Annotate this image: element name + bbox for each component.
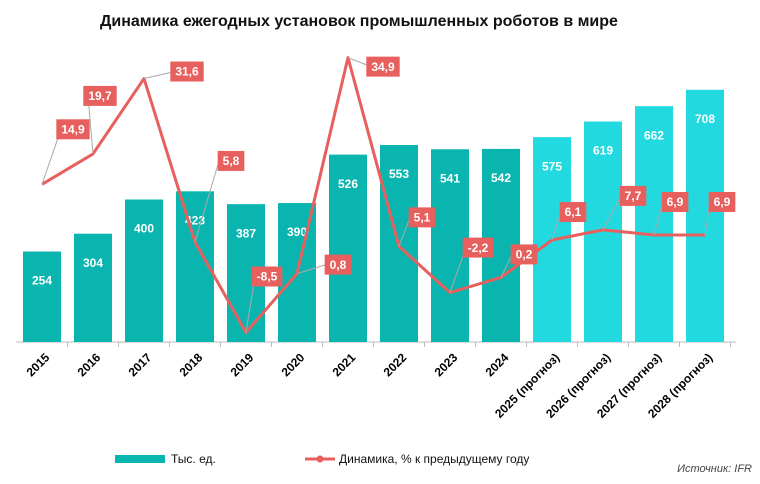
label-box <box>83 85 117 106</box>
label-box <box>366 56 400 77</box>
leader-line <box>194 160 220 243</box>
x-tick-label: 2020 <box>279 350 308 379</box>
x-tick-label: 2024 <box>483 350 512 379</box>
line-value-label: 0,8 <box>330 258 347 272</box>
bar-value-label: 304 <box>83 256 103 270</box>
legend-label: Тыс. ед. <box>171 452 216 466</box>
line-value-label: 6,9 <box>714 195 731 209</box>
x-tick-label: 2023 <box>432 350 461 379</box>
legend-swatch <box>115 455 165 463</box>
bar <box>74 233 112 342</box>
bar-value-label: 390 <box>287 225 307 239</box>
label-box <box>661 191 689 212</box>
bar-value-label: 254 <box>32 274 52 288</box>
bar <box>125 199 163 342</box>
label-box <box>462 237 494 258</box>
label-box <box>619 185 647 206</box>
bar-value-label: 553 <box>389 167 409 181</box>
bar-value-label: 662 <box>644 128 664 142</box>
line-value-label: -2,2 <box>468 241 489 255</box>
bar-value-label: 541 <box>440 171 460 185</box>
line <box>41 56 705 334</box>
bar <box>23 251 61 342</box>
label-box <box>56 119 90 140</box>
bar-value-label: 542 <box>491 171 511 185</box>
label-box <box>324 254 352 275</box>
leader-line <box>296 264 327 275</box>
bar <box>329 154 367 342</box>
line-value-label: 6,1 <box>565 205 582 219</box>
bar-value-label: 400 <box>134 222 154 236</box>
bar-value-label: 575 <box>542 159 562 173</box>
bar-value-label: 708 <box>695 112 715 126</box>
label-box <box>708 191 736 212</box>
source: Источник: IFR <box>677 463 752 475</box>
leader-line <box>500 254 513 278</box>
x-tick-label: 2018 <box>177 350 206 379</box>
label-box <box>510 244 538 265</box>
label-box <box>217 150 245 171</box>
x-tick-label: 2021 <box>330 350 359 379</box>
bar-value-label: 387 <box>236 226 256 240</box>
line-value-label: 5,8 <box>223 154 240 168</box>
line-value-label: 31,6 <box>175 65 199 79</box>
bar <box>635 106 673 342</box>
leader-line <box>551 211 562 241</box>
legend-marker <box>316 455 324 463</box>
leader-line <box>143 71 176 80</box>
line-value-label: 5,1 <box>414 211 431 225</box>
legend-label: Динамика, % к предыдущему году <box>339 452 529 466</box>
bar <box>686 89 724 343</box>
line-value-label: 7,7 <box>625 189 642 203</box>
x-tick-label: 2017 <box>126 350 155 379</box>
label-box <box>170 61 204 82</box>
label-box <box>559 202 587 223</box>
line-value-label: 6,9 <box>667 195 684 209</box>
line-value-label: 0,2 <box>516 248 533 262</box>
x-tick-label: 2015 <box>24 350 53 379</box>
label-box <box>251 266 283 287</box>
line-value-label: 19,7 <box>88 89 112 103</box>
bar-value-label: 526 <box>338 177 358 191</box>
leader-line <box>653 201 664 236</box>
chart-title: Динамика ежегодных установок промышленны… <box>100 13 618 30</box>
line-value-label: 34,9 <box>371 60 395 74</box>
line-value-label: -8,5 <box>257 270 278 284</box>
bar-value-label: 619 <box>593 144 613 158</box>
leader-line <box>398 217 411 247</box>
x-tick-label: 2016 <box>75 350 104 379</box>
leader-line <box>602 195 622 231</box>
line-value-label: 14,9 <box>61 122 85 136</box>
x-tick-label: 2019 <box>228 350 257 379</box>
label-box <box>408 207 436 228</box>
x-tick-label: 2022 <box>381 350 410 379</box>
